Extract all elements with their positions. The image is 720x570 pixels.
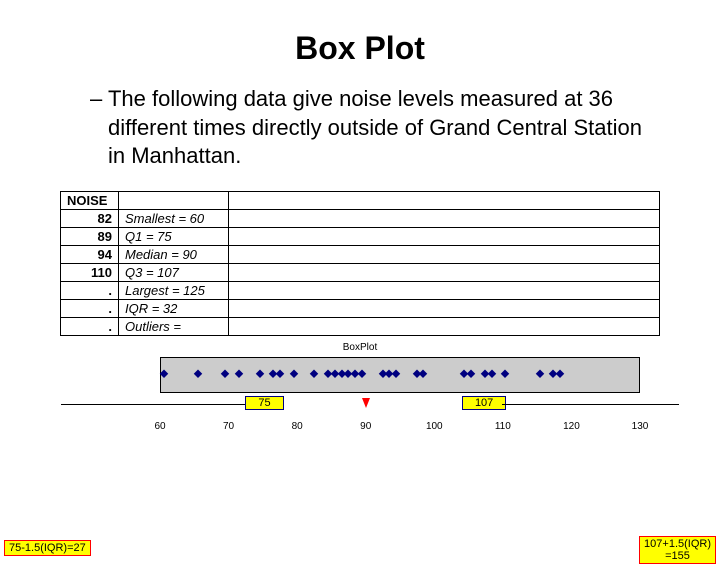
stat-cell: Smallest = 60 — [119, 209, 229, 227]
data-point — [419, 369, 427, 377]
q3-box: 107 — [462, 396, 506, 410]
axis-tick: 60 — [154, 421, 165, 432]
q1-box: 75 — [245, 396, 283, 410]
boxplot-strip: 75107 — [160, 357, 640, 393]
data-point — [535, 369, 543, 377]
axis-tick: 90 — [360, 421, 371, 432]
stat-cell: Largest = 125 — [119, 281, 229, 299]
blank-cell — [229, 209, 660, 227]
axis-tick: 70 — [223, 421, 234, 432]
axis-tick: 130 — [632, 421, 649, 432]
noise-col-cell: . — [61, 317, 119, 335]
noise-col-cell: 82 — [61, 209, 119, 227]
axis-tick: 110 — [495, 421, 511, 432]
axis-tick: 80 — [292, 421, 303, 432]
stat-cell: Q1 = 75 — [119, 227, 229, 245]
noise-col-cell: . — [61, 281, 119, 299]
data-point — [556, 369, 564, 377]
data-point — [310, 369, 318, 377]
stat-cell: Outliers = — [119, 317, 229, 335]
description-text: – The following data give noise levels m… — [90, 85, 650, 171]
median-arrow-icon — [362, 398, 370, 408]
stat-cell: Median = 90 — [119, 245, 229, 263]
data-point — [358, 369, 366, 377]
boxplot-region: 75107 60708090100110120130 — [60, 357, 660, 439]
stat-cell — [119, 191, 229, 209]
noise-col-cell: . — [61, 299, 119, 317]
axis-tick: 120 — [563, 421, 580, 432]
stats-table-region: NOISE82Smallest = 6089Q1 = 7594Median = … — [60, 191, 660, 336]
lower-fence-box: 75-1.5(IQR)=27 — [4, 540, 91, 556]
stat-cell: IQR = 32 — [119, 299, 229, 317]
right-fence-arrow — [502, 404, 679, 405]
blank-cell — [229, 299, 660, 317]
data-point — [235, 369, 243, 377]
data-point — [488, 369, 496, 377]
data-point — [467, 369, 475, 377]
data-point — [221, 369, 229, 377]
noise-col-cell: NOISE — [61, 191, 119, 209]
noise-col-cell: 94 — [61, 245, 119, 263]
noise-col-cell: 110 — [61, 263, 119, 281]
axis-tick: 100 — [426, 421, 443, 432]
data-point — [392, 369, 400, 377]
noise-col-cell: 89 — [61, 227, 119, 245]
boxplot-axis: 60708090100110120130 — [160, 421, 640, 439]
left-fence-arrow — [61, 404, 245, 405]
data-point — [194, 369, 202, 377]
blank-cell — [229, 245, 660, 263]
stat-cell: Q3 = 107 — [119, 263, 229, 281]
stats-table: NOISE82Smallest = 6089Q1 = 7594Median = … — [60, 191, 660, 336]
upper-fence-box: 107+1.5(IQR) =155 — [639, 536, 716, 564]
data-point — [160, 369, 168, 377]
data-point — [255, 369, 263, 377]
data-point — [289, 369, 297, 377]
blank-cell — [229, 263, 660, 281]
blank-cell — [229, 281, 660, 299]
boxplot-label: BoxPlot — [0, 342, 720, 353]
blank-cell — [229, 227, 660, 245]
blank-cell — [229, 191, 660, 209]
blank-cell — [229, 317, 660, 335]
data-point — [276, 369, 284, 377]
upper-fence-line2: =155 — [644, 550, 711, 562]
data-point — [501, 369, 509, 377]
page-title: Box Plot — [0, 30, 720, 67]
